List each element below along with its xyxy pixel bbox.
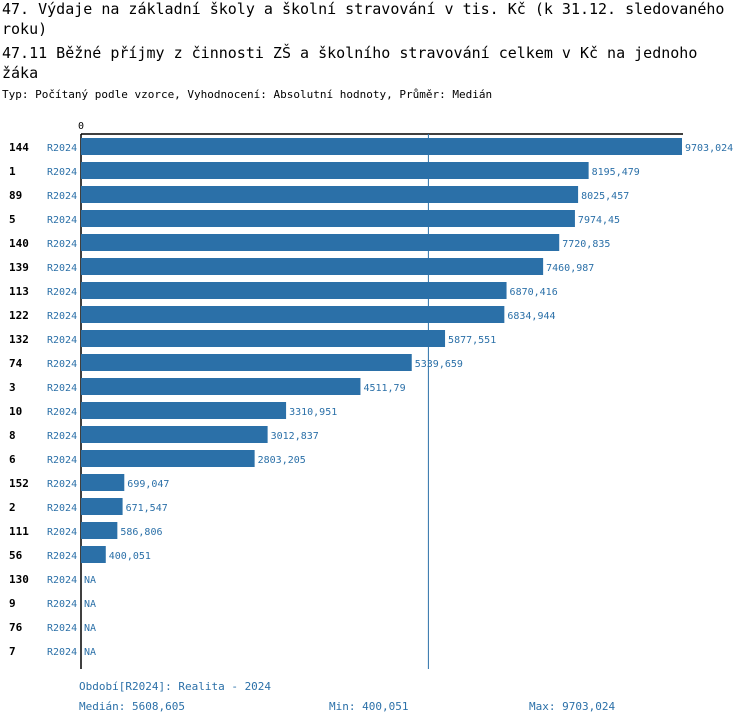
category-label: 2 bbox=[9, 501, 16, 514]
period-label: R2024 bbox=[47, 407, 77, 418]
period-label: R2024 bbox=[47, 551, 77, 562]
bar bbox=[81, 162, 589, 179]
bar bbox=[81, 498, 123, 515]
period-label: R2024 bbox=[47, 599, 77, 610]
footer-median: Medián: 5608,605 bbox=[79, 700, 185, 713]
category-label: 152 bbox=[9, 477, 29, 490]
period-label: R2024 bbox=[47, 191, 77, 202]
value-label: 7460,987 bbox=[546, 263, 594, 274]
axis-zero-label: 0 bbox=[78, 121, 84, 132]
category-label: 130 bbox=[9, 573, 29, 586]
value-label: 8195,479 bbox=[592, 167, 640, 178]
bar bbox=[81, 138, 682, 155]
value-label: 5877,551 bbox=[448, 335, 496, 346]
category-label: 122 bbox=[9, 309, 29, 322]
value-label: NA bbox=[84, 623, 96, 634]
category-label: 6 bbox=[9, 453, 16, 466]
category-label: 139 bbox=[9, 261, 29, 274]
value-label: 699,047 bbox=[127, 479, 169, 490]
period-label: R2024 bbox=[47, 311, 77, 322]
category-label: 10 bbox=[9, 405, 22, 418]
category-label: 56 bbox=[9, 549, 23, 562]
category-label: 9 bbox=[9, 597, 16, 610]
category-label: 89 bbox=[9, 189, 22, 202]
category-label: 140 bbox=[9, 237, 29, 250]
value-label: 400,051 bbox=[109, 551, 151, 562]
bar bbox=[81, 234, 560, 251]
period-label: R2024 bbox=[47, 239, 77, 250]
value-label: 586,806 bbox=[120, 527, 162, 538]
period-label: R2024 bbox=[47, 359, 77, 370]
period-label: R2024 bbox=[47, 167, 77, 178]
bar bbox=[81, 378, 361, 395]
bar bbox=[81, 546, 106, 563]
value-label: 4511,79 bbox=[363, 383, 405, 394]
category-label: 5 bbox=[9, 213, 16, 226]
category-label: 132 bbox=[9, 333, 29, 346]
value-label: 7974,45 bbox=[578, 215, 620, 226]
value-label: 6834,944 bbox=[507, 311, 555, 322]
value-label: NA bbox=[84, 575, 96, 586]
value-label: 3012,837 bbox=[271, 431, 319, 442]
bar bbox=[81, 402, 287, 419]
period-label: R2024 bbox=[47, 287, 77, 298]
period-label: R2024 bbox=[47, 479, 77, 490]
value-label: 9703,024 bbox=[685, 143, 733, 154]
value-label: 3310,951 bbox=[289, 407, 337, 418]
category-label: 113 bbox=[9, 285, 29, 298]
period-label: R2024 bbox=[47, 215, 77, 226]
bar bbox=[81, 474, 125, 491]
period-label: R2024 bbox=[47, 263, 77, 274]
value-label: 5339,659 bbox=[415, 359, 463, 370]
category-label: 144 bbox=[9, 141, 29, 154]
bar bbox=[81, 330, 446, 347]
bar bbox=[81, 354, 412, 371]
bar bbox=[81, 426, 268, 443]
footer-max: Max: 9703,024 bbox=[529, 700, 616, 713]
value-label: 7720,835 bbox=[562, 239, 610, 250]
category-label: 8 bbox=[9, 429, 16, 442]
period-label: R2024 bbox=[47, 335, 77, 346]
value-label: 2803,205 bbox=[258, 455, 306, 466]
bar bbox=[81, 282, 507, 299]
category-label: 76 bbox=[9, 621, 23, 634]
footer-period: Období[R2024]: Realita - 2024 bbox=[79, 680, 272, 693]
value-label: 8025,457 bbox=[581, 191, 629, 202]
category-label: 7 bbox=[9, 645, 16, 658]
category-label: 1 bbox=[9, 165, 16, 178]
category-label: 3 bbox=[9, 381, 16, 394]
period-label: R2024 bbox=[47, 431, 77, 442]
period-label: R2024 bbox=[47, 527, 77, 538]
value-label: 671,547 bbox=[126, 503, 168, 514]
chart-type-description: Typ: Počítaný podle vzorce, Vyhodnocení:… bbox=[2, 88, 493, 101]
category-label: 111 bbox=[9, 525, 29, 538]
period-label: R2024 bbox=[47, 647, 77, 658]
period-label: R2024 bbox=[47, 383, 77, 394]
bar bbox=[81, 210, 575, 227]
period-label: R2024 bbox=[47, 455, 77, 466]
bar bbox=[81, 306, 505, 323]
chart-subtitle-indicator: 47.11 Běžné příjmy z činnosti ZŠ a školn… bbox=[2, 44, 698, 82]
bar bbox=[81, 450, 255, 467]
period-label: R2024 bbox=[47, 575, 77, 586]
value-label: NA bbox=[84, 647, 96, 658]
period-label: R2024 bbox=[47, 503, 77, 514]
chart-title: 47. Výdaje na základní školy a školní st… bbox=[2, 0, 725, 38]
period-label: R2024 bbox=[47, 623, 77, 634]
value-label: 6870,416 bbox=[510, 287, 558, 298]
value-label: NA bbox=[84, 599, 96, 610]
bar bbox=[81, 186, 579, 203]
bar bbox=[81, 258, 544, 275]
bar bbox=[81, 522, 118, 539]
footer-min: Min: 400,051 bbox=[329, 700, 409, 713]
period-label: R2024 bbox=[47, 143, 77, 154]
category-label: 74 bbox=[9, 357, 23, 370]
